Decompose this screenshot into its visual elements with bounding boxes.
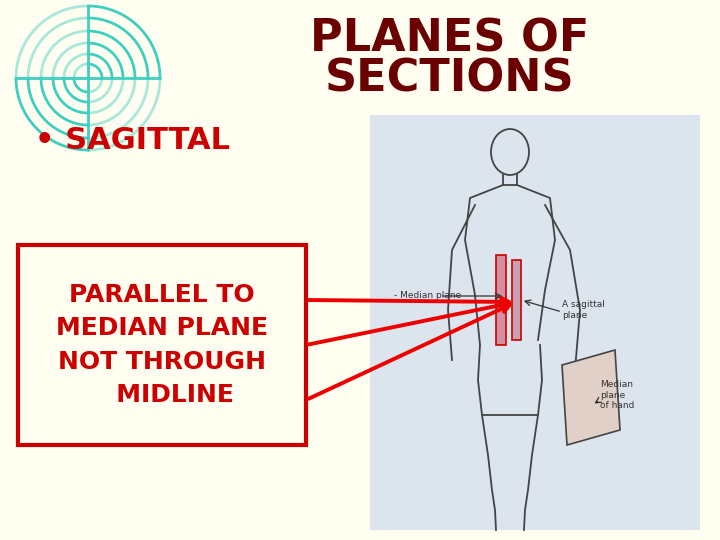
Polygon shape [562, 350, 620, 445]
Bar [18, 245, 306, 445]
Text: - Median plane: - Median plane [394, 292, 462, 300]
Text: Median
plane
of hand: Median plane of hand [600, 380, 634, 410]
Bar [370, 115, 700, 530]
Text: PARALLEL TO
MEDIAN PLANE
NOT THROUGH
   MIDLINE: PARALLEL TO MEDIAN PLANE NOT THROUGH MID… [56, 283, 268, 407]
Text: SECTIONS: SECTIONS [325, 58, 575, 101]
Text: A sagittal
plane: A sagittal plane [562, 300, 605, 320]
Bar [512, 260, 521, 340]
Bar [496, 255, 506, 345]
Text: • SAGITTAL: • SAGITTAL [35, 126, 230, 155]
Text: PLANES OF: PLANES OF [310, 18, 590, 61]
